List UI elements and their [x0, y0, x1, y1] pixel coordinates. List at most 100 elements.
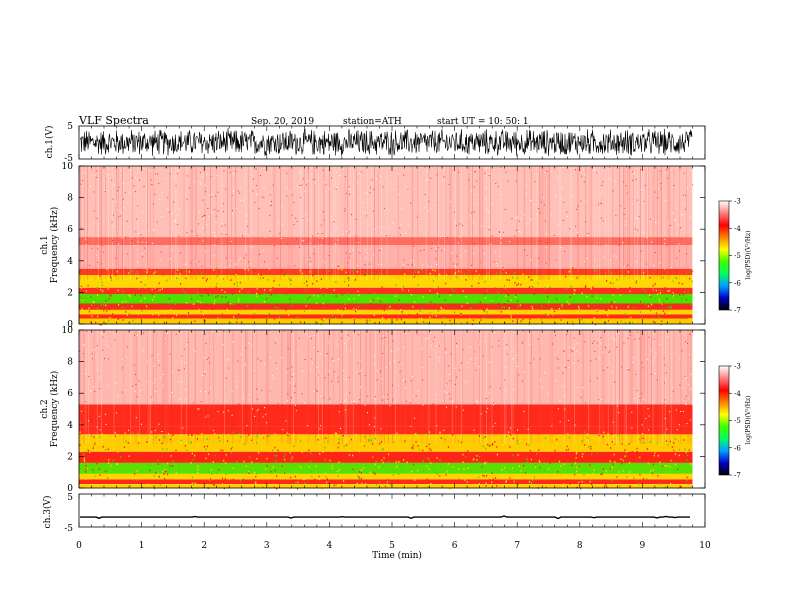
spec2-noise — [562, 350, 564, 352]
cb1-ticks-label: -6 — [734, 279, 741, 287]
spec2-noise — [450, 353, 452, 355]
spec1-speckle — [128, 272, 130, 275]
spec1-speckle — [460, 313, 462, 316]
spec1-noise — [405, 233, 407, 235]
spec2-speckle — [144, 475, 146, 478]
spec2-noise — [147, 429, 149, 431]
spec1-speckle — [413, 301, 416, 303]
spec2-speckle — [373, 456, 375, 458]
ch3-waveform-trace — [80, 515, 690, 520]
spec1-speckle — [533, 311, 535, 314]
spec1-speckle — [390, 312, 393, 315]
spec2-speckle — [104, 435, 106, 437]
spec1-speckle — [568, 303, 570, 305]
spec2-noise — [563, 350, 565, 352]
spec2-noise — [389, 362, 391, 364]
spec2-speckle — [426, 478, 428, 480]
spec1-noise — [393, 188, 395, 190]
spec2-speckle — [325, 472, 327, 475]
spec2-noise — [232, 341, 234, 343]
spec2-speckle — [467, 467, 469, 469]
spec2-noise — [517, 418, 518, 420]
time-tick-label: 8 — [577, 541, 583, 551]
spec1-noise — [302, 178, 304, 180]
spec1-speckle — [544, 287, 546, 289]
spec1-speckle — [95, 319, 97, 322]
spec2-speckle — [106, 439, 108, 442]
ch2-spectrogram-image — [79, 330, 705, 490]
spec2-noise — [475, 400, 477, 402]
spec1-noise — [198, 261, 200, 263]
spec2-speckle — [335, 483, 337, 486]
spec2-noise — [291, 376, 293, 378]
spec2-noise — [562, 385, 564, 387]
spec2-noise — [95, 409, 96, 411]
spec2-speckle — [633, 477, 635, 480]
spec2-noise — [493, 402, 495, 404]
spec2-noise — [456, 343, 458, 344]
spec1-speckle — [205, 288, 207, 291]
spec1-noise — [328, 255, 330, 257]
spec2-noise — [567, 360, 569, 362]
spec2-speckle — [584, 450, 586, 453]
spec1-speckle — [530, 279, 532, 281]
spec2-noise — [374, 363, 376, 365]
spec1-noise — [264, 261, 265, 263]
spec2-noise — [204, 371, 206, 372]
spec2-noise — [146, 381, 148, 382]
spec2-noise — [374, 396, 376, 398]
spec1-noise — [498, 255, 500, 257]
spec2-speckle — [110, 464, 112, 467]
spec2-speckle — [274, 454, 276, 457]
spec1-speckle — [552, 314, 554, 317]
spec1-noise — [692, 184, 694, 186]
spec1-speckle — [317, 270, 319, 273]
spec2-speckle — [310, 452, 312, 454]
spec1-noise — [310, 236, 312, 238]
spec2-speckle — [303, 453, 305, 456]
spec2-noise — [320, 353, 322, 355]
spec1-noise — [473, 252, 475, 254]
spec1-speckle — [652, 320, 654, 323]
spec2-speckle — [657, 442, 659, 445]
spec1-speckle — [96, 307, 99, 310]
spec2-noise — [359, 399, 361, 401]
spec2-noise — [291, 366, 293, 368]
spec2-speckle — [654, 452, 656, 454]
spec2-noise — [537, 338, 539, 340]
spec1-speckle — [495, 298, 497, 300]
spec2-noise — [183, 348, 185, 350]
spec2-noise — [639, 397, 641, 399]
spec1-speckle — [654, 298, 656, 300]
spec2-speckle — [362, 467, 365, 469]
spec2-speckle — [361, 482, 363, 485]
spec1-speckle — [132, 305, 134, 308]
spec2-noise — [480, 413, 482, 415]
spec1-noise — [398, 194, 400, 196]
spec2-noise — [287, 348, 289, 350]
spec1-noise — [221, 222, 223, 224]
spec2-speckle — [563, 463, 565, 466]
spec2-speckle — [104, 453, 106, 455]
spec2-speckle — [157, 463, 159, 465]
spec1-speckle — [148, 268, 150, 270]
spec1-noise — [557, 223, 559, 225]
spec1-band-10 — [79, 166, 693, 238]
spec1-speckle — [607, 320, 609, 322]
spec1-speckle — [144, 284, 146, 286]
spec1-speckle — [228, 301, 230, 304]
spec1-speckle — [247, 269, 249, 271]
spec1-noise — [345, 176, 346, 178]
spec1-noise — [560, 198, 562, 200]
spec2-speckle — [164, 468, 166, 471]
spec1-speckle — [574, 289, 576, 292]
spec2-noise — [203, 357, 205, 359]
spec2-speckle — [248, 470, 250, 473]
spec2-noise — [600, 337, 602, 338]
spec1-speckle — [585, 306, 587, 309]
spec1-speckle — [355, 308, 357, 311]
spec2-noise — [676, 429, 678, 431]
spec1-noise — [311, 235, 313, 237]
spec1-noise — [317, 233, 319, 235]
spec2-speckle — [567, 441, 569, 443]
